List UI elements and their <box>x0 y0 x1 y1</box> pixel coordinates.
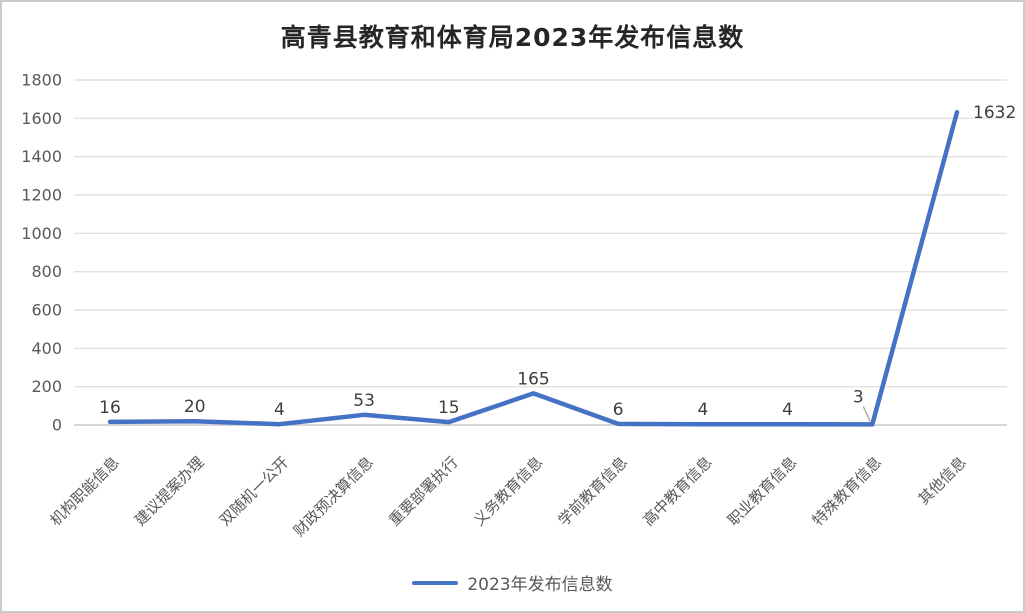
data-label: 15 <box>438 398 460 418</box>
data-series-line <box>107 109 960 427</box>
data-label: 4 <box>782 400 793 420</box>
data-label: 4 <box>697 400 708 420</box>
y-axis-tick-label: 0 <box>52 416 62 435</box>
x-axis-category-label: 高中教育信息 <box>639 453 715 529</box>
data-label: 20 <box>184 397 206 417</box>
x-axis-category-label: 机构职能信息 <box>46 453 122 529</box>
x-axis-category-label: 建议提案办理 <box>131 453 207 529</box>
data-label: 1632 <box>973 103 1016 123</box>
y-axis-tick-label: 200 <box>31 377 62 396</box>
y-axis-tick-label: 400 <box>31 339 62 358</box>
y-axis-tick-label: 800 <box>31 262 62 281</box>
x-axis-category-label: 职业教育信息 <box>724 453 800 529</box>
data-label-leader-line <box>862 406 871 422</box>
data-label: 53 <box>353 391 375 411</box>
x-axis-category-label: 其他信息 <box>915 453 970 508</box>
x-axis-category-label: 义务教育信息 <box>470 453 546 529</box>
y-axis-tick-label: 1600 <box>21 109 62 128</box>
x-axis-category-label: 双随机一公开 <box>216 453 292 529</box>
x-axis-category-label: 特殊教育信息 <box>809 453 885 529</box>
y-axis-tick-label: 1200 <box>21 186 62 205</box>
data-label: 16 <box>99 398 121 418</box>
data-label: 4 <box>274 400 285 420</box>
legend: 2023年发布信息数 <box>2 570 1023 595</box>
legend-line-swatch <box>412 580 459 585</box>
y-axis-tick-label: 1800 <box>21 71 62 90</box>
y-axis-tick-label: 1400 <box>21 147 62 166</box>
data-label: 6 <box>613 400 624 420</box>
y-axis-tick-label: 1000 <box>21 224 62 243</box>
chart-title: 高青县教育和体育局2023年发布信息数 <box>280 23 745 52</box>
y-axis-tick-label: 600 <box>31 301 62 320</box>
data-label: 3 <box>853 387 864 407</box>
data-label: 165 <box>517 369 549 389</box>
x-axis-category-label: 重要部署执行 <box>385 453 461 529</box>
legend-label: 2023年发布信息数 <box>467 575 613 595</box>
x-axis-category-label: 学前教育信息 <box>555 453 631 529</box>
x-axis-category-label: 财政预决算信息 <box>290 453 377 540</box>
